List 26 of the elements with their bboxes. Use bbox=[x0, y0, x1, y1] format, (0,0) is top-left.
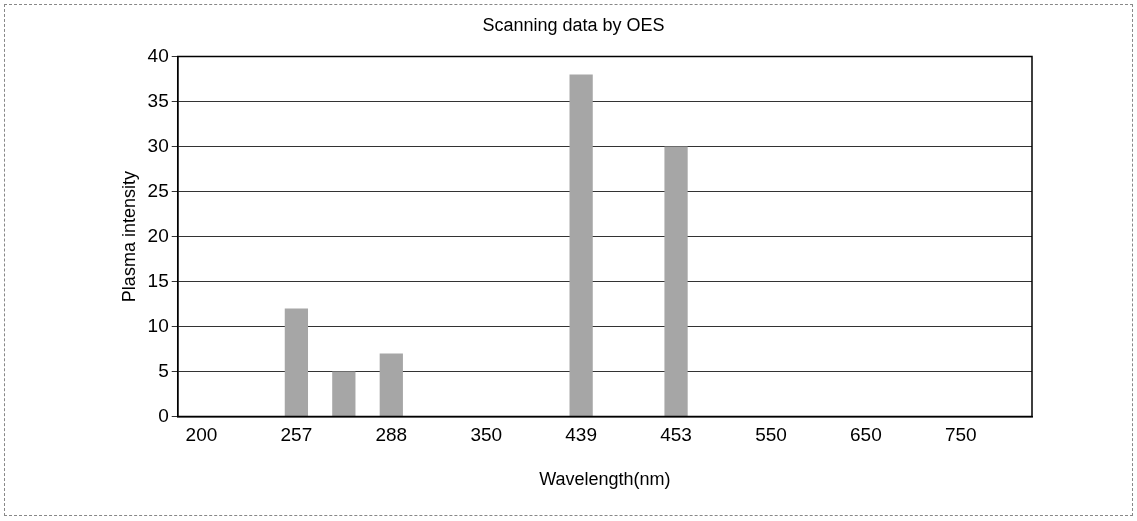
y-tick-label: 5 bbox=[158, 359, 169, 381]
y-tick-label: 0 bbox=[158, 404, 169, 426]
bar bbox=[569, 74, 593, 417]
y-tick-label: 10 bbox=[147, 314, 169, 336]
x-tick-label: 750 bbox=[944, 424, 977, 446]
bar bbox=[332, 371, 356, 417]
x-tick-label: 350 bbox=[470, 424, 503, 446]
x-tick-label: 257 bbox=[280, 424, 313, 446]
x-tick-label: 650 bbox=[850, 424, 882, 446]
bar bbox=[664, 146, 688, 417]
chart-title: Scanning data by OES bbox=[482, 14, 665, 35]
bar bbox=[284, 308, 309, 417]
y-axis-title: Plasma intensity bbox=[118, 171, 139, 303]
x-tick-label: 550 bbox=[755, 424, 787, 446]
x-tick-label: 200 bbox=[185, 424, 218, 446]
y-tick-label: 20 bbox=[147, 224, 169, 246]
y-tick-label: 40 bbox=[147, 44, 169, 66]
x-axis-title: Wavelength(nm) bbox=[539, 469, 671, 490]
x-tick-label: 288 bbox=[375, 424, 408, 446]
y-tick-label: 30 bbox=[147, 134, 169, 156]
x-tick-label: 439 bbox=[565, 424, 597, 446]
y-tick-label: 35 bbox=[147, 89, 169, 111]
y-tick-label: 15 bbox=[147, 269, 169, 291]
bar bbox=[379, 353, 403, 417]
y-tick-label: 25 bbox=[147, 179, 169, 201]
x-tick-label: 453 bbox=[660, 424, 692, 446]
